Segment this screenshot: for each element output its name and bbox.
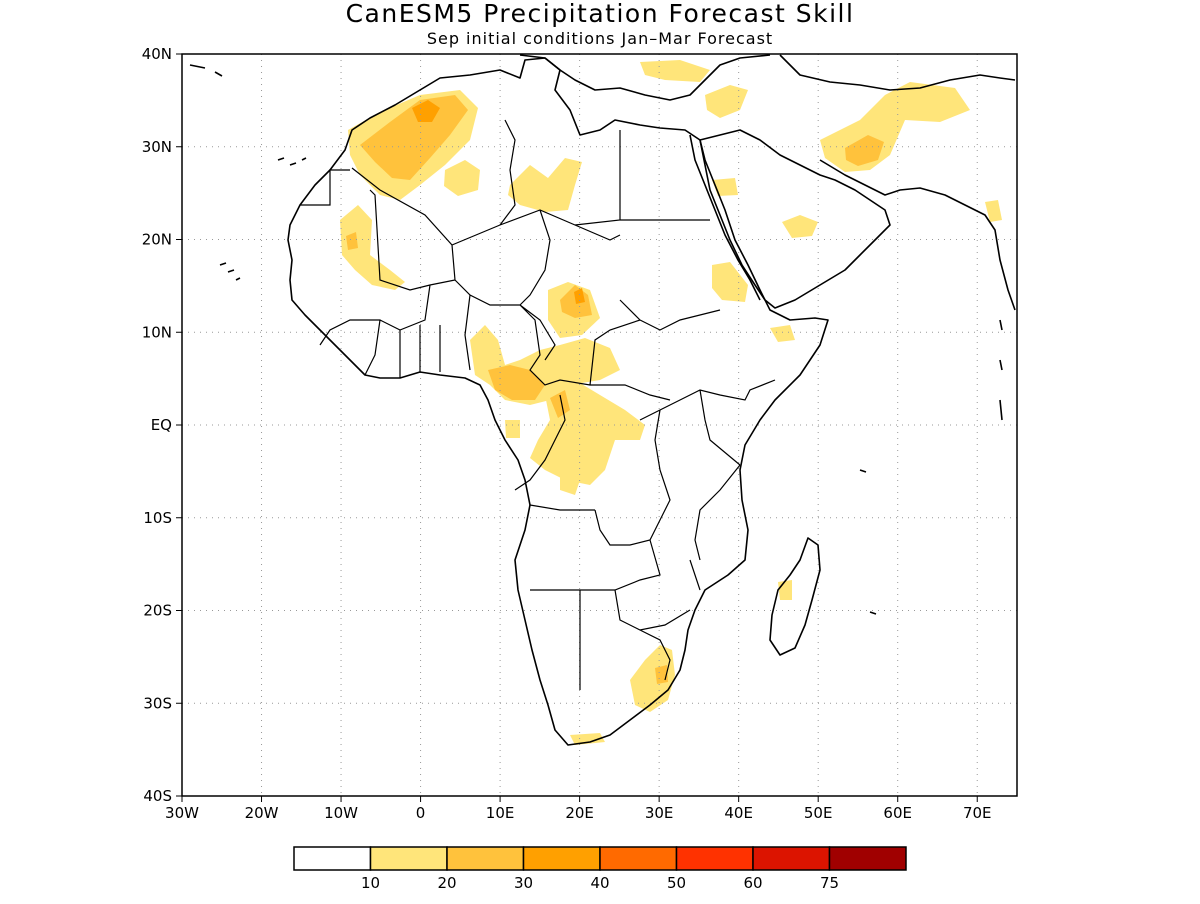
lat-tick-label: 10N [142, 323, 172, 341]
skill-region-libya [508, 158, 582, 212]
page-subtitle: Sep initial conditions Jan–Mar Forecast [427, 29, 773, 48]
skill-region-algeria [444, 160, 480, 196]
madagascar-coastline [769, 537, 821, 656]
lat-tick-label: EQ [151, 416, 172, 434]
lon-tick-label: 0 [416, 804, 426, 822]
skill-region-oman [985, 200, 1002, 222]
skill-region-south-africa [630, 645, 675, 712]
legend-swatch [522, 846, 601, 871]
skill-region-mauritania-core [346, 232, 358, 250]
legend-label: 30 [514, 874, 533, 892]
coastlines [189, 54, 1016, 746]
skill-region-arabia [782, 215, 818, 238]
lon-tick-label: 20E [565, 804, 594, 822]
map-area: 40N 30N 20N 10N EQ 10S 20S 30S 40S 30W 20W 10W 0 10E… [142, 45, 1018, 822]
seychelles-islands [859, 469, 877, 615]
lon-tick-label: 50E [804, 804, 833, 822]
skill-region-gabon [505, 420, 520, 438]
skill-region-congo [530, 380, 645, 485]
legend-label: 20 [437, 874, 456, 892]
skill-region-cameroon-core [488, 365, 545, 400]
legend-label: 75 [820, 874, 839, 892]
legend-swatch [369, 846, 448, 871]
skill-region-chad-peak [574, 288, 585, 304]
atlantic-islands-n [189, 64, 223, 77]
lon-tick-label: 10E [486, 804, 515, 822]
lat-tick-label: 30N [142, 138, 172, 156]
lon-tick-label: 30E [645, 804, 674, 822]
skill-region-somalia [770, 325, 795, 342]
border-lines [300, 119, 776, 690]
skill-region-congo-core [550, 390, 570, 418]
skill-region-madagascar [778, 580, 792, 600]
skill-region-levant [705, 85, 748, 118]
country-borders [300, 119, 776, 690]
legend-label: 10 [361, 874, 380, 892]
canary-islands [277, 157, 307, 166]
red-sea-coastline [689, 134, 761, 301]
legend-label: 40 [590, 874, 609, 892]
skill-region-morocco-peak [412, 100, 440, 122]
legend-swatch [675, 846, 754, 871]
lat-tick-label: 20S [143, 602, 172, 620]
legend-label: 50 [667, 874, 686, 892]
skill-region-egypt [712, 178, 738, 196]
legend-swatch [752, 846, 831, 871]
color-legend: 10 20 30 40 50 60 75 [293, 846, 907, 892]
lat-tick-label: 30S [143, 694, 172, 712]
africa-coastline [287, 57, 829, 746]
lat-tick-label: 10S [143, 509, 172, 527]
lat-tick-label: 20N [142, 231, 172, 249]
lon-tick-label: 30W [165, 804, 199, 822]
skill-region-nigeria [470, 325, 620, 405]
lon-axis: 30W 20W 10W 0 10E 20E 30E 40E 50E 60E 70E [165, 796, 992, 822]
skill-region-angola-n [560, 475, 580, 495]
europe-coastline [519, 54, 1016, 101]
cape-verde [219, 262, 241, 281]
lon-tick-label: 70E [963, 804, 992, 822]
lat-tick-label: 40S [143, 787, 172, 805]
lon-tick-label: 60E [883, 804, 912, 822]
legend-swatch [599, 846, 678, 871]
lon-tick-label: 10W [324, 804, 358, 822]
page-title: CanESM5 Precipitation Forecast Skill [346, 0, 855, 28]
legend-swatch [293, 846, 372, 871]
lat-tick-label: 40N [142, 45, 172, 63]
skill-region-turkey [640, 60, 710, 82]
legend-swatch [828, 846, 907, 871]
arabia-coastline [699, 129, 891, 309]
lat-axis: 40N 30N 20N 10N EQ 10S 20S 30S 40S [142, 45, 182, 805]
skill-shading [340, 60, 1002, 745]
skill-region-cape [570, 733, 605, 745]
skill-region-ethiopia [712, 262, 748, 302]
skill-region-morocco-core [360, 95, 468, 180]
lon-tick-label: 20W [245, 804, 279, 822]
gulf-coastline [819, 159, 1016, 311]
maldives-islands [999, 319, 1003, 421]
skill-region-iran [820, 82, 970, 172]
legend-swatch [446, 846, 525, 871]
legend-label: 60 [743, 874, 762, 892]
skill-region-mauritania [340, 205, 405, 290]
skill-region-iran-core [845, 135, 884, 166]
lon-tick-label: 40E [724, 804, 753, 822]
